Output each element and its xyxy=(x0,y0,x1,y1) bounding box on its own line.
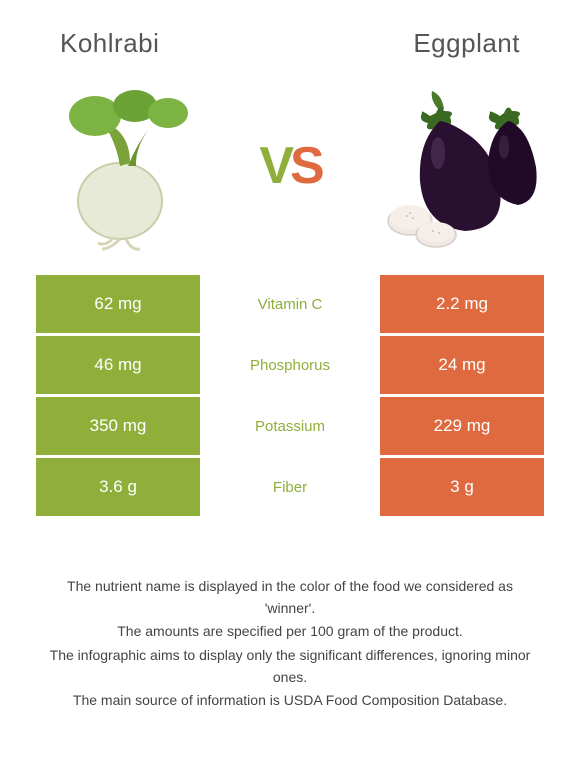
footer-line: The nutrient name is displayed in the co… xyxy=(44,576,536,619)
left-value: 350 mg xyxy=(36,397,200,455)
right-value: 3 g xyxy=(380,458,544,516)
footer-notes: The nutrient name is displayed in the co… xyxy=(0,516,580,712)
right-value: 229 mg xyxy=(380,397,544,455)
right-food-name: Eggplant xyxy=(290,28,540,59)
vs-s: S xyxy=(290,137,321,195)
left-food-name: Kohlrabi xyxy=(40,28,290,59)
images-row: VS xyxy=(0,69,580,275)
table-row: 46 mgPhosphorus24 mg xyxy=(36,336,544,394)
vs-v: V xyxy=(259,137,290,195)
footer-line: The amounts are specified per 100 gram o… xyxy=(44,621,536,643)
comparison-table: 62 mgVitamin C2.2 mg46 mgPhosphorus24 mg… xyxy=(0,275,580,516)
left-value: 3.6 g xyxy=(36,458,200,516)
left-value: 62 mg xyxy=(36,275,200,333)
kohlrabi-image xyxy=(40,81,210,251)
nutrient-name: Potassium xyxy=(200,397,380,455)
table-row: 62 mgVitamin C2.2 mg xyxy=(36,275,544,333)
nutrient-name: Vitamin C xyxy=(200,275,380,333)
footer-line: The main source of information is USDA F… xyxy=(44,690,536,712)
eggplant-image xyxy=(370,81,540,251)
vs-label: VS xyxy=(259,136,320,196)
right-value: 2.2 mg xyxy=(380,275,544,333)
table-row: 350 mgPotassium229 mg xyxy=(36,397,544,455)
footer-line: The infographic aims to display only the… xyxy=(44,645,536,688)
right-value: 24 mg xyxy=(380,336,544,394)
left-value: 46 mg xyxy=(36,336,200,394)
nutrient-name: Phosphorus xyxy=(200,336,380,394)
table-row: 3.6 gFiber3 g xyxy=(36,458,544,516)
nutrient-name: Fiber xyxy=(200,458,380,516)
header: Kohlrabi Eggplant xyxy=(0,0,580,69)
